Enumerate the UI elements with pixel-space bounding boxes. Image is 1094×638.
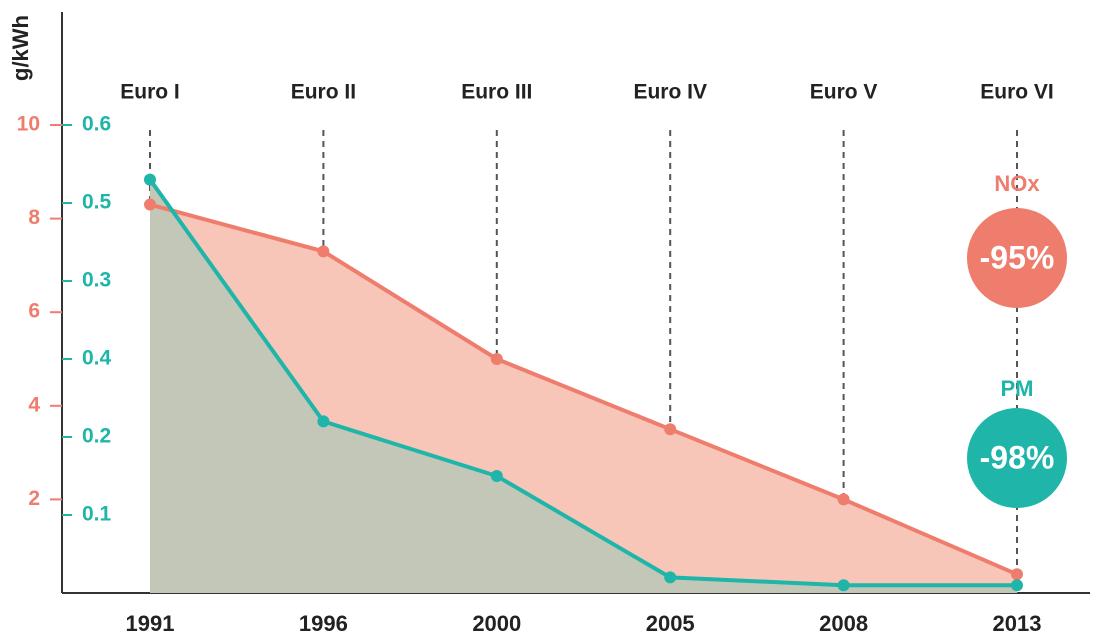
stage-label: Euro II	[291, 81, 356, 104]
badge-label: -95%	[980, 239, 1055, 275]
legend-label: PM	[1001, 376, 1034, 401]
point	[664, 571, 677, 584]
y-tick-label: 10	[17, 113, 40, 136]
y2-tick-label: 0.6	[82, 113, 111, 136]
stage-label: Euro III	[461, 81, 532, 104]
point	[317, 245, 330, 258]
point	[490, 470, 503, 482]
stage-label: Euro I	[120, 81, 180, 104]
area	[150, 179, 1017, 593]
point	[837, 579, 850, 592]
y2-tick-label: 0.4	[82, 347, 112, 370]
x-tick-label: 1996	[299, 611, 348, 636]
y2-tick-label: 0.3	[82, 269, 111, 292]
stage-label: Euro V	[810, 81, 878, 104]
y2-tick-label: 0.2	[82, 425, 111, 448]
y-tick-label: 6	[28, 300, 40, 323]
point	[144, 173, 156, 186]
point	[1011, 568, 1023, 581]
badge-label: -98%	[980, 439, 1055, 475]
point	[837, 493, 850, 506]
legend-label: NOx	[994, 171, 1040, 196]
x-tick-label: 2008	[819, 611, 868, 636]
y-tick-label: 4	[28, 393, 40, 416]
y-tick-label: 8	[28, 206, 40, 229]
series-line	[148, 178, 1017, 588]
point	[490, 353, 503, 365]
point	[1011, 579, 1023, 592]
y-axis-label: g/kWh	[8, 15, 33, 81]
y-tick-label: 2	[28, 487, 40, 510]
badge	[967, 408, 1067, 508]
x-tick-label: 2000	[472, 611, 521, 636]
x-tick-label: 2005	[646, 611, 695, 636]
badge	[967, 208, 1067, 308]
point	[317, 415, 330, 428]
point	[144, 198, 156, 211]
point	[664, 423, 677, 436]
series-line	[149, 202, 1018, 577]
x-tick-label: 1991	[126, 611, 175, 636]
y2-tick-label: 0.5	[82, 191, 112, 214]
stage-label: Euro IV	[633, 81, 707, 104]
y2-tick-label: 0.1	[82, 503, 112, 526]
stage-label: Euro VI	[980, 81, 1054, 104]
x-tick-label: 2013	[993, 611, 1042, 636]
